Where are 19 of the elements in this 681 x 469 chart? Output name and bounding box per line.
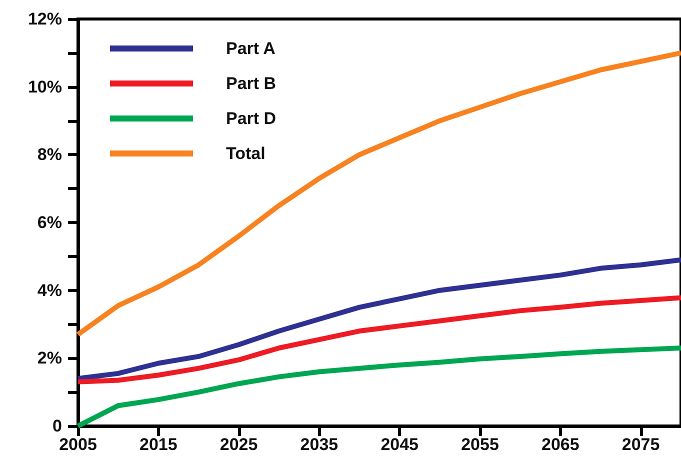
x-tick-label: 2075 — [622, 435, 660, 454]
legend-label: Total — [226, 144, 266, 163]
x-tick-label: 2045 — [380, 435, 419, 454]
legend-label: Part D — [226, 109, 276, 128]
y-tick-label: 0 — [52, 416, 62, 436]
x-tick-label: 2025 — [220, 435, 258, 454]
x-tick-label: 2005 — [59, 435, 97, 454]
x-tick-label: 2055 — [461, 435, 499, 454]
y-tick-label: 10% — [28, 77, 62, 96]
y-tick-label: 12% — [28, 10, 62, 28]
x-tick-label: 2015 — [139, 435, 178, 454]
legend-label: Part A — [226, 39, 276, 58]
y-tick-label: 2% — [37, 348, 62, 368]
y-tick-label: 8% — [37, 145, 62, 164]
x-tick-label: 2035 — [300, 435, 338, 454]
y-tick-label: 4% — [37, 280, 62, 300]
x-tick-label: 2065 — [541, 435, 580, 454]
y-tick-label: 6% — [37, 213, 62, 232]
legend-label: Part B — [226, 74, 276, 93]
